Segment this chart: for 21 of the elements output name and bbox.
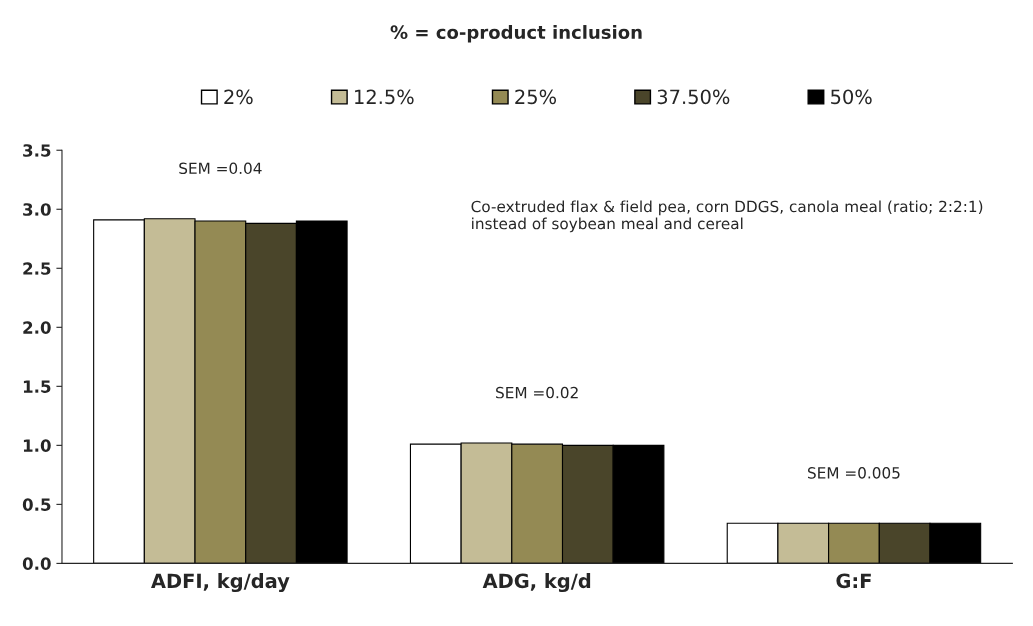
- x-tick-label: ADG, kg/d: [482, 573, 591, 593]
- legend-label: 37.50%: [657, 89, 730, 105]
- annotation: Co-extruded flax & field pea, corn DDGS, canola meal (ratio; 2:2:1) instead of soybean meal and cereal: [471, 200, 983, 233]
- legend-label: 12.5%: [355, 89, 414, 105]
- x-tick-label: ADFI, kg/day: [151, 573, 290, 593]
- chart-title: % = co-product inclusion: [390, 25, 642, 43]
- y-tick-label: 3.0: [23, 203, 51, 216]
- annotation: SEM =0.02: [496, 386, 578, 399]
- legend-label: 2%: [224, 89, 253, 105]
- legend-label: 25%: [515, 89, 557, 105]
- y-tick-label: 3.5: [23, 144, 51, 157]
- y-tick-label: 0.5: [22, 498, 51, 511]
- y-tick-label: 1.5: [23, 380, 51, 393]
- x-tick-label: G:F: [836, 573, 871, 589]
- y-tick-label: 2.5: [23, 262, 51, 275]
- legend-label: 50%: [831, 89, 872, 105]
- y-tick-label: 2.0: [23, 321, 51, 334]
- annotation: SEM =0.005: [807, 467, 900, 479]
- annotation: SEM =0.04: [179, 162, 262, 175]
- y-tick-label: 1.0: [23, 439, 51, 452]
- y-tick-label: 0.0: [22, 557, 51, 570]
